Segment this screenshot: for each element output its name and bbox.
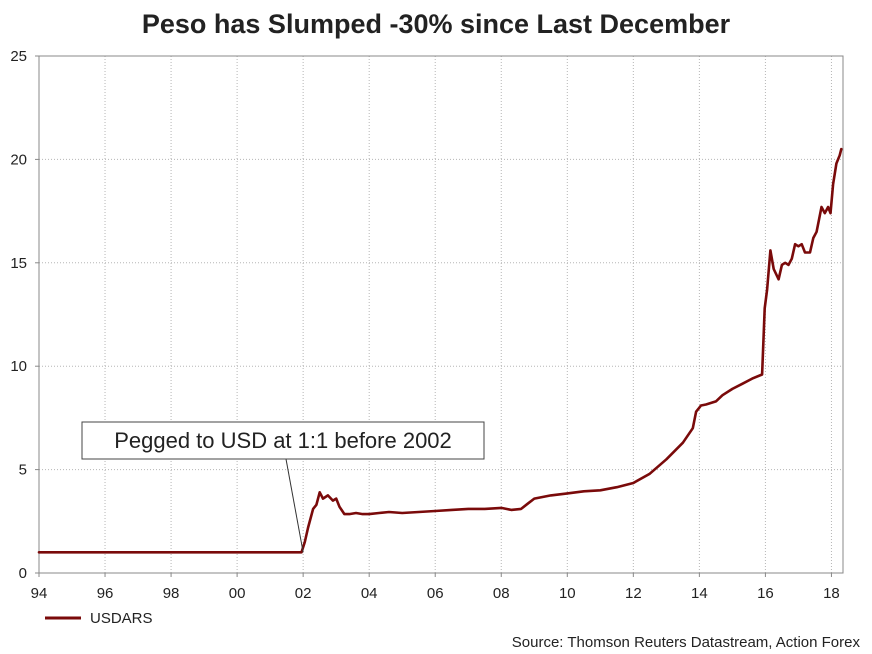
x-tick-label: 14 xyxy=(691,585,708,602)
x-tick-label: 06 xyxy=(427,585,444,602)
y-tick-label: 10 xyxy=(10,358,27,375)
x-tick-label: 94 xyxy=(31,585,48,602)
x-axis: 94 96 98 00 02 04 06 08 10 12 14 16 18 xyxy=(31,573,840,602)
y-tick-label: 20 xyxy=(10,151,27,168)
chart-title: Peso has Slumped -30% since Last Decembe… xyxy=(142,9,731,39)
source-note: Source: Thomson Reuters Datastream, Acti… xyxy=(512,634,861,651)
y-tick-label: 25 xyxy=(10,48,27,65)
x-tick-label: 18 xyxy=(823,585,840,602)
x-tick-label: 02 xyxy=(295,585,312,602)
x-tick-label: 16 xyxy=(757,585,774,602)
x-tick-label: 12 xyxy=(625,585,642,602)
annotation-text: Pegged to USD at 1:1 before 2002 xyxy=(114,428,452,453)
series-line-usdars xyxy=(37,147,843,554)
x-tick-label: 98 xyxy=(163,585,180,602)
y-tick-label: 0 xyxy=(19,565,27,582)
y-axis: 0 5 10 15 20 25 xyxy=(10,48,39,582)
x-tick-label: 04 xyxy=(361,585,378,602)
legend-label-usdars: USDARS xyxy=(90,610,153,627)
series-layer xyxy=(37,147,843,554)
x-tick-label: 08 xyxy=(493,585,510,602)
plot-frame xyxy=(38,55,844,574)
x-tick-label: 10 xyxy=(559,585,576,602)
x-tick-label: 96 xyxy=(97,585,114,602)
y-tick-label: 5 xyxy=(19,462,27,479)
annotation-box xyxy=(81,421,485,460)
annotation-leader-line xyxy=(285,458,304,553)
y-tick-label: 15 xyxy=(10,255,27,272)
x-tick-label: 00 xyxy=(229,585,246,602)
annotation: Pegged to USD at 1:1 before 2002 xyxy=(81,421,485,553)
legend: USDARS xyxy=(45,610,153,627)
